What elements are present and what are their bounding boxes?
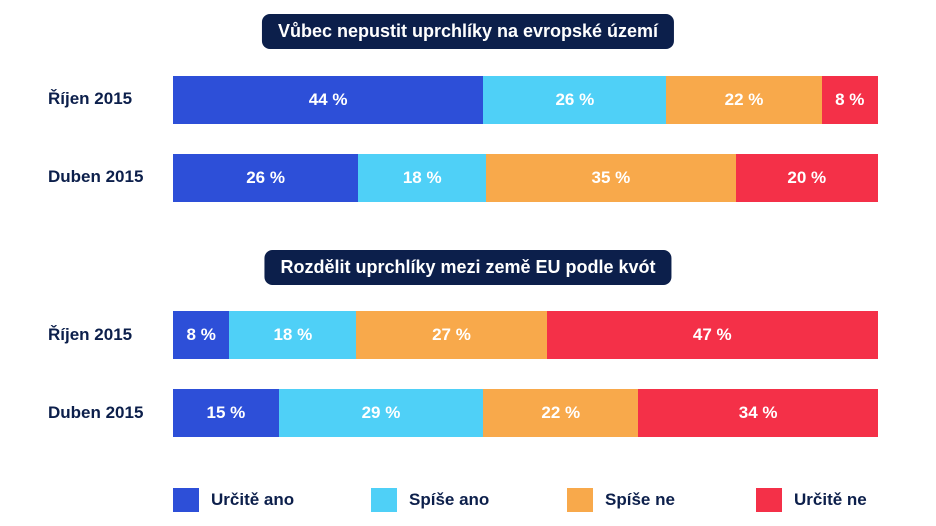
bar-segment-spise-ano: 29 % <box>278 389 484 437</box>
bar-segment-urcite-ne: 20 % <box>735 154 878 202</box>
data-label: 18 % <box>402 168 442 187</box>
data-label: 47 % <box>692 325 732 344</box>
bar-segment-spise-ne: 27 % <box>356 311 547 359</box>
stacked-bar-2-oct: 8 % 18 % 27 % 47 % <box>173 311 878 359</box>
stacked-bar-2-apr: 15 % 29 % 22 % 34 % <box>173 389 878 437</box>
bar-segment-spise-ano: 26 % <box>483 76 667 124</box>
bar-segment-urcite-ne: 34 % <box>638 389 878 437</box>
data-label: 18 % <box>273 325 313 344</box>
bar-segment-urcite-ano: 15 % <box>173 389 279 437</box>
data-label: 15 % <box>206 403 246 422</box>
legend-swatch <box>371 488 397 512</box>
row-label-2-1: Říjen 2015 <box>48 325 133 344</box>
stacked-bar-1-apr: 26 % 18 % 35 % 20 % <box>173 154 878 202</box>
stacked-bar-1-oct: 44 % 26 % 22 % 8 % <box>173 76 878 124</box>
row-label-1-2: Duben 2015 <box>48 167 144 186</box>
bar-segment-spise-ne: 22 % <box>483 389 639 437</box>
bar-segment-urcite-ne: 8 % <box>821 76 878 124</box>
legend-swatch <box>173 488 199 512</box>
legend-item-spise-ne: Spíše ne <box>567 488 675 512</box>
data-label: 29 % <box>361 403 401 422</box>
bar-segment-urcite-ne: 47 % <box>546 311 878 359</box>
data-label: 26 % <box>555 90 595 109</box>
legend-label: Určitě ano <box>211 490 295 509</box>
data-label: 44 % <box>308 90 348 109</box>
data-label: 27 % <box>432 325 471 344</box>
bar-segment-urcite-ano: 26 % <box>173 154 359 202</box>
legend-item-urcite-ano: Určitě ano <box>173 488 294 512</box>
data-label: 26 % <box>246 168 285 187</box>
data-label: 22 % <box>541 403 581 422</box>
legend-item-urcite-ne: Určitě ne <box>756 488 867 512</box>
legend-label: Určitě ne <box>794 490 867 509</box>
bar-segment-spise-ne: 22 % <box>666 76 822 124</box>
row-label-1-1: Říjen 2015 <box>48 89 133 108</box>
data-label: 20 % <box>787 168 827 187</box>
bar-segment-spise-ne: 35 % <box>486 154 736 202</box>
legend-swatch <box>756 488 782 512</box>
data-label: 8 % <box>186 325 216 344</box>
row-label-2-2: Duben 2015 <box>48 403 144 422</box>
chart-title-1: Vůbec nepustit uprchlíky na evropské úze… <box>261 14 675 49</box>
bar-segment-urcite-ano: 8 % <box>173 311 230 359</box>
data-label: 8 % <box>835 90 865 109</box>
legend-item-spise-ano: Spíše ano <box>371 488 489 512</box>
chart-title-2: Rozdělit uprchlíky mezi země EU podle kv… <box>264 250 672 285</box>
legend-swatch <box>567 488 593 512</box>
data-label: 35 % <box>591 168 631 187</box>
bar-segment-urcite-ano: 44 % <box>173 76 484 124</box>
data-label: 34 % <box>738 403 778 422</box>
bar-segment-spise-ano: 18 % <box>229 311 357 359</box>
legend-label: Spíše ano <box>409 490 490 509</box>
data-label: 22 % <box>724 90 764 109</box>
legend-label: Spíše ne <box>605 490 675 509</box>
bar-segment-spise-ano: 18 % <box>358 154 487 202</box>
